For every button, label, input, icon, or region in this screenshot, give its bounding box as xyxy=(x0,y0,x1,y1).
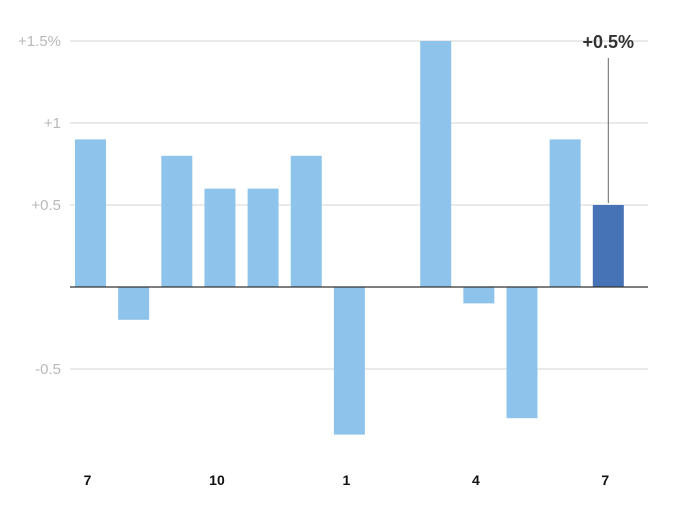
bar xyxy=(333,287,365,435)
x-tick-label: 1 xyxy=(343,472,351,488)
bar xyxy=(75,139,106,287)
bar xyxy=(463,287,495,304)
bar xyxy=(506,287,538,419)
bar xyxy=(204,188,236,287)
x-tick-label: 7 xyxy=(84,472,92,488)
bar xyxy=(118,287,150,320)
y-tick-label: +0.5 xyxy=(31,197,61,214)
bar xyxy=(420,41,452,287)
y-axis-ticks: +1.5% +1 +0.5 -0.5 xyxy=(18,33,61,378)
callout-label: +0.5% xyxy=(583,32,635,52)
bars xyxy=(75,41,624,435)
highlighted-bar xyxy=(592,205,624,287)
y-tick-label: -0.5 xyxy=(35,361,61,378)
y-tick-label: +1 xyxy=(44,115,61,132)
bar xyxy=(290,155,322,287)
bar xyxy=(247,188,279,287)
x-tick-label: 4 xyxy=(472,472,480,488)
callout: +0.5% xyxy=(583,32,635,203)
bar xyxy=(549,139,581,287)
x-tick-label: 10 xyxy=(209,472,225,488)
y-tick-label: +1.5% xyxy=(18,33,61,50)
x-axis-ticks: 7 10 1 4 7 xyxy=(84,472,610,488)
bar xyxy=(161,155,193,287)
x-tick-label: 7 xyxy=(601,472,609,488)
